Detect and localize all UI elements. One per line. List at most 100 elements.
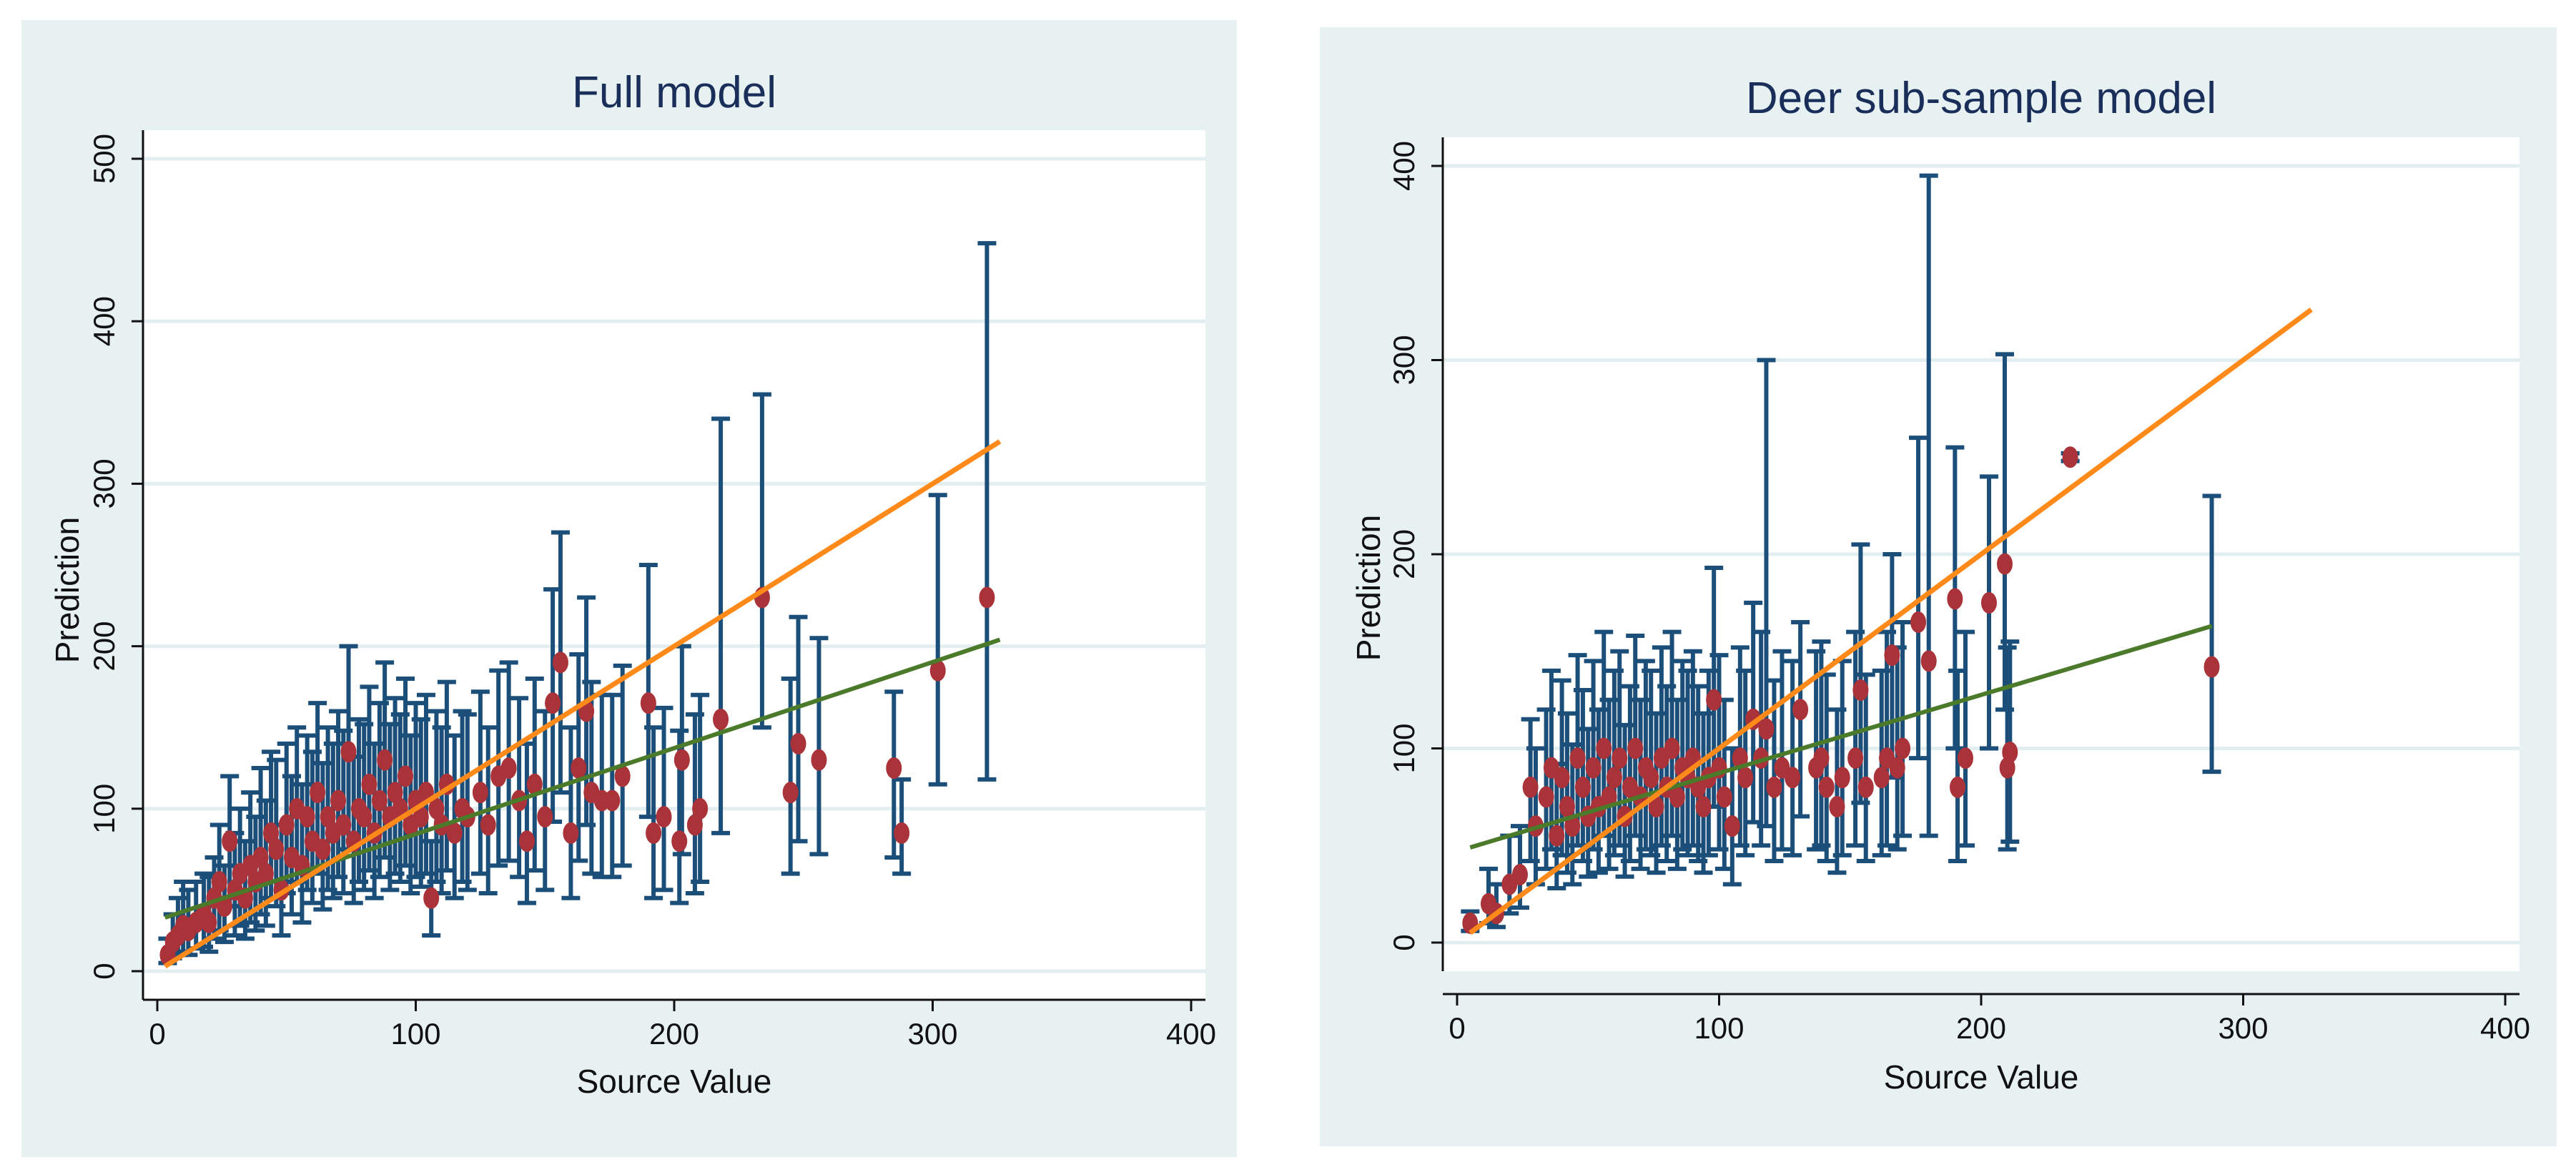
data-point (886, 757, 902, 779)
x-tick-label: 100 (1694, 1011, 1744, 1045)
data-point (480, 814, 496, 836)
data-point (640, 692, 656, 714)
data-point (1737, 767, 1754, 789)
data-point (1585, 757, 1602, 779)
chart-title: Full model (572, 68, 776, 117)
data-point (1716, 786, 1732, 808)
data-point (257, 862, 274, 885)
x-tick-label: 400 (2480, 1011, 2530, 1045)
x-tick-label: 300 (2218, 1011, 2268, 1045)
data-point (500, 757, 517, 779)
data-point (894, 822, 910, 844)
data-point (1857, 776, 1874, 798)
data-point (811, 749, 827, 771)
x-axis-title: Source Value (1884, 1058, 2079, 1096)
data-point (563, 822, 579, 844)
data-point (377, 749, 393, 771)
data-point (340, 741, 357, 763)
x-tick-label: 0 (149, 1017, 165, 1051)
x-tick-label: 100 (390, 1017, 440, 1051)
data-point (1564, 815, 1581, 837)
data-point (979, 586, 995, 609)
data-point (330, 790, 347, 812)
data-point (1884, 644, 1900, 667)
data-point (361, 773, 377, 795)
fit-line (164, 637, 1001, 920)
data-point (1538, 786, 1554, 808)
data-point (1559, 795, 1575, 817)
data-point (1947, 588, 1963, 610)
chart-title: Deer sub-sample model (1746, 74, 2216, 123)
data-point (545, 692, 561, 714)
data-point (356, 806, 372, 828)
data-point (1758, 718, 1775, 740)
data-point (371, 790, 388, 812)
data-point (310, 782, 326, 804)
y-tick-label: 500 (87, 134, 121, 184)
data-point (1920, 650, 1937, 672)
data-point (1818, 776, 1835, 798)
data-point (1829, 795, 1845, 817)
data-point (1627, 737, 1644, 759)
deer-model-chart: 0 100 200 300 400 0 100 200 300 400 (1387, 137, 2530, 1045)
data-point (1664, 737, 1680, 759)
data-point (1834, 767, 1850, 789)
x-tick-label: 300 (907, 1017, 957, 1051)
y-tick-label: 300 (87, 458, 121, 508)
x-tick-label: 200 (1956, 1011, 2006, 1045)
data-point (1792, 699, 1809, 721)
full-model-chart: 0 100 200 300 400 500 0 100 200 300 400 (87, 130, 1216, 1051)
data-point (1873, 767, 1890, 789)
data-point (201, 911, 217, 933)
y-tick-label: 400 (87, 296, 121, 346)
data-point (1852, 679, 1869, 702)
data-point (2062, 446, 2078, 468)
data-point (1813, 747, 1830, 770)
data-point (1724, 815, 1740, 837)
data-point (2002, 741, 2018, 763)
data-point (268, 838, 285, 860)
y-tick-label: 100 (87, 784, 121, 834)
data-point (1980, 591, 1997, 614)
data-point (252, 846, 269, 868)
data-point (552, 652, 568, 674)
data-point (790, 732, 806, 754)
data-point (211, 871, 227, 893)
data-point (398, 765, 414, 787)
data-point (1889, 757, 1905, 779)
data-point (1996, 553, 2013, 575)
data-point (222, 830, 238, 852)
y-axis-title: Prediction (1350, 515, 1387, 662)
data-point (423, 887, 440, 909)
data-point (782, 782, 799, 804)
data-point (1554, 767, 1570, 789)
x-tick-label: 0 (1449, 1011, 1465, 1045)
fit-line (1469, 624, 2213, 850)
y-tick-label: 100 (1387, 723, 1421, 773)
data-point (614, 765, 631, 787)
x-axis-title: Source Value (577, 1063, 772, 1100)
data-point (929, 659, 946, 682)
data-point (263, 822, 280, 844)
data-point (472, 782, 488, 804)
identity-line (163, 439, 1002, 969)
data-point (1958, 747, 1974, 770)
y-tick-label: 400 (1387, 141, 1421, 191)
data-point (1847, 747, 1864, 770)
data-point (671, 830, 688, 852)
data-point (673, 749, 690, 771)
data-point (1574, 776, 1591, 798)
data-point (1569, 747, 1586, 770)
data-point (646, 822, 662, 844)
y-tick-label: 200 (1387, 529, 1421, 579)
y-tick-label: 0 (87, 963, 121, 979)
y-tick-label: 0 (1387, 934, 1421, 950)
data-point (537, 806, 553, 828)
data-point (2204, 656, 2220, 678)
data-point (1669, 786, 1685, 808)
data-point (320, 806, 336, 828)
data-point (1695, 795, 1712, 817)
data-point (713, 708, 729, 730)
identity-line (1469, 308, 2313, 935)
